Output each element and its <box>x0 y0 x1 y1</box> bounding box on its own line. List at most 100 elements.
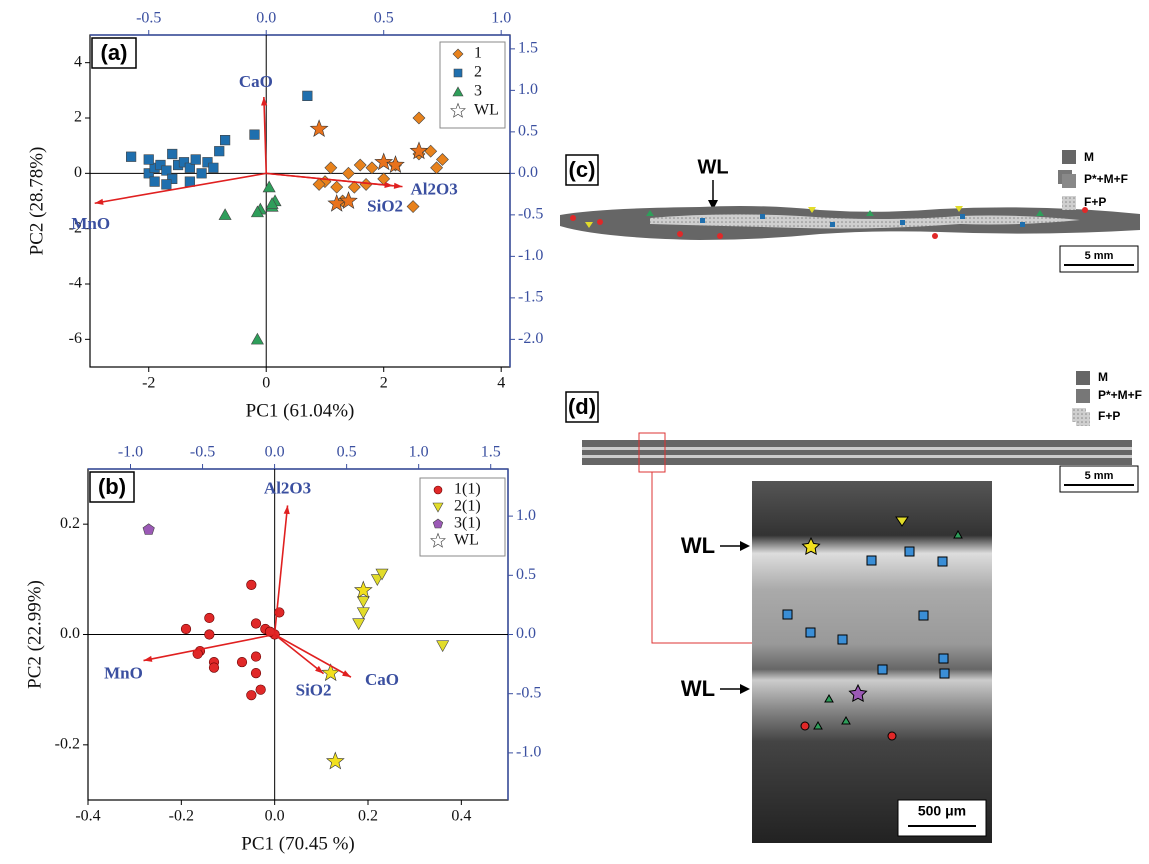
x2-tick-label: 0.5 <box>337 444 357 461</box>
legend-label: P*+M+F <box>1084 172 1128 186</box>
marker <box>339 191 358 209</box>
x-tick-label: -0.2 <box>169 808 194 825</box>
marker <box>409 141 429 160</box>
chart: -2 0 2 4 -6 -4 -2 0 2 4 -0.5 0.0 0.5 1.0 1.5 1.0 0.5 0.0 -… <box>26 10 543 422</box>
x2-tick-label: -0.5 <box>136 10 161 27</box>
x-axis-label: PC1 (70.45 %) <box>241 833 354 854</box>
scale-box <box>897 799 987 837</box>
micrograph <box>752 481 992 843</box>
panel-label: (d) <box>568 394 596 419</box>
y-tick-label: -2 <box>69 219 82 236</box>
marker <box>432 502 444 513</box>
marker <box>265 197 279 209</box>
marker <box>143 154 154 165</box>
y-tick-label: -6 <box>69 330 82 347</box>
x2-tick-label: 1.0 <box>409 444 429 461</box>
marker <box>347 180 361 194</box>
arrow-head <box>315 665 324 674</box>
arrow-head <box>283 505 290 515</box>
marker <box>309 119 329 137</box>
marker <box>436 153 449 166</box>
loading-label: SiO2 <box>296 680 332 699</box>
marker <box>214 146 225 157</box>
y2-tick-label: -1.0 <box>518 247 543 264</box>
marker <box>424 144 438 158</box>
legend-swatch <box>1062 196 1076 210</box>
marker <box>184 176 195 187</box>
marker <box>452 86 464 97</box>
marker <box>246 690 257 701</box>
y2-tick-label: 0.0 <box>518 164 538 181</box>
x-tick-label: -2 <box>142 375 155 392</box>
x2-tick-label: 1.5 <box>481 444 501 461</box>
legend-label: F+P <box>1084 195 1106 209</box>
loading-arrow <box>266 172 403 188</box>
markers <box>570 206 1088 239</box>
marker <box>430 532 446 548</box>
marker <box>302 90 313 101</box>
marker <box>180 623 192 635</box>
wl-label: WL <box>681 533 715 558</box>
marker <box>204 612 215 624</box>
x2-tick-label: -1.0 <box>118 444 143 461</box>
y2-tick-label: -2.0 <box>518 330 543 347</box>
panel-label: (b) <box>98 474 126 499</box>
wl-label: WL <box>697 156 728 178</box>
marker <box>250 205 264 218</box>
x2-tick-label: 0.5 <box>374 10 394 27</box>
marker <box>255 684 266 695</box>
marker <box>453 68 463 78</box>
panel-d: (d) M P*+M+F F+P 5 mm WL WL 500 μm <box>565 370 1142 843</box>
panel-label: (a) <box>101 40 128 65</box>
marker <box>149 176 160 187</box>
loading-label: MnO <box>104 663 143 682</box>
marker <box>246 579 257 590</box>
legend-label: 1(1) <box>454 481 481 498</box>
legend-label: 3 <box>474 83 482 100</box>
loading-arrow <box>94 172 267 205</box>
marker <box>262 180 276 193</box>
marker <box>142 523 155 535</box>
x-tick-label: 0 <box>262 375 270 392</box>
chart: -0.4 -0.2 0.0 0.2 0.4 0.2 0.0 -0.2 -1.0 -0.5 0.0 0.… <box>24 444 541 855</box>
loading-arrow <box>274 633 352 678</box>
y-tick-label: 0 <box>74 164 82 181</box>
marker <box>208 662 220 673</box>
marker <box>196 168 207 179</box>
y2-tick-label: 0.5 <box>518 123 538 140</box>
y-tick-label: 0.2 <box>60 515 80 532</box>
y-axis-label: PC2 (22.99%) <box>24 580 45 689</box>
scale-box <box>1059 465 1139 493</box>
marker <box>220 135 231 146</box>
marker <box>353 580 373 599</box>
loading-arrow <box>274 633 325 675</box>
legend-label: 1 <box>474 45 482 62</box>
connector <box>651 472 752 644</box>
marker <box>218 208 232 220</box>
scale-box <box>1059 245 1139 273</box>
loading-label: CaO <box>239 72 273 91</box>
x-tick-label: 4 <box>497 375 505 392</box>
legend-label: WL <box>454 532 479 549</box>
loading-arrow <box>143 633 275 662</box>
legend-label: M <box>1098 370 1108 384</box>
marker <box>406 200 420 213</box>
marker <box>126 151 137 162</box>
x2-tick-label: -0.5 <box>190 444 215 461</box>
label-box <box>565 391 599 423</box>
y2-tick-label: 0.5 <box>516 566 536 583</box>
y2-tick-label: 1.0 <box>516 507 536 524</box>
legend-label: 3(1) <box>454 515 481 532</box>
marker <box>190 154 201 165</box>
y-tick-label: 2 <box>74 109 82 126</box>
y2-tick-label: -0.5 <box>518 206 543 223</box>
marker <box>250 668 262 679</box>
scale-label: 5 mm <box>1085 250 1114 262</box>
marker <box>450 102 466 118</box>
marker <box>359 177 373 191</box>
x-tick-label: 0.2 <box>358 808 378 825</box>
legend-label: 2 <box>474 64 482 81</box>
legend-label: M <box>1084 150 1094 164</box>
y-axis-label: PC2 (28.78%) <box>26 147 47 256</box>
marker <box>433 485 443 495</box>
